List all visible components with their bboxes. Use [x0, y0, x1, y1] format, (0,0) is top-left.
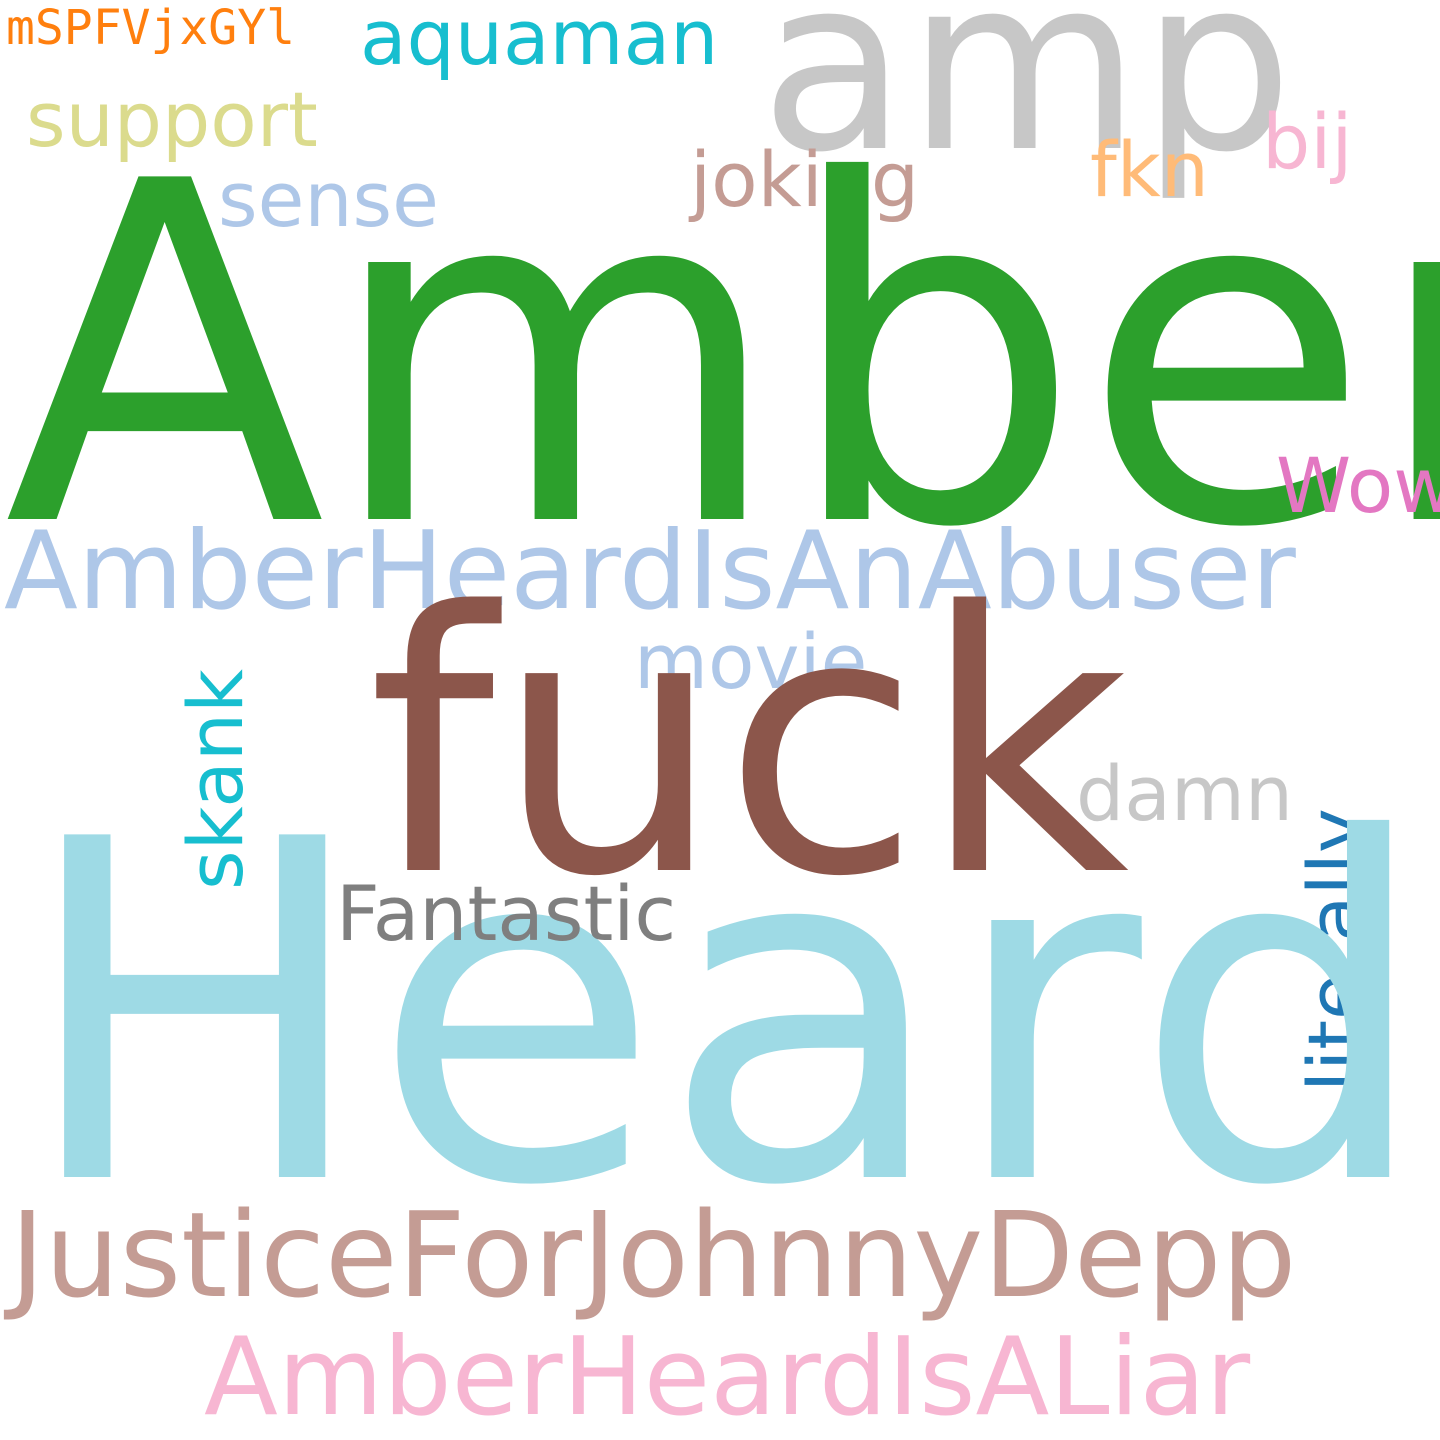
word-fantastic: Fantastic — [336, 869, 677, 958]
word-movie: movie — [634, 617, 868, 706]
word-fkn: fkn — [1090, 125, 1209, 214]
word-justiceforjohnnydepp: JusticeForJohnnyDepp — [10, 1186, 1297, 1324]
word-amber: Amber — [4, 83, 1440, 630]
word-damn: damn — [1076, 749, 1294, 838]
word-aquaman: aquaman — [360, 0, 719, 82]
word-sense: sense — [218, 155, 439, 244]
word-heard: Heard — [18, 741, 1432, 1288]
word-amp: amp — [760, 0, 1294, 205]
word-amberheardisanabuser: AmberHeardIsAnAbuser — [4, 509, 1296, 634]
word-fuck: fuck — [368, 536, 1130, 955]
word-support: support — [26, 75, 318, 164]
word-joking: joking — [690, 135, 920, 224]
word-wow: Wow — [1276, 441, 1440, 530]
word-bij: bij — [1262, 97, 1353, 186]
word-mspfvjxgyl: mSPFVjxGYl — [6, 0, 295, 56]
word-amberheardisaliar: AmberHeardIsALiar — [204, 1315, 1251, 1440]
